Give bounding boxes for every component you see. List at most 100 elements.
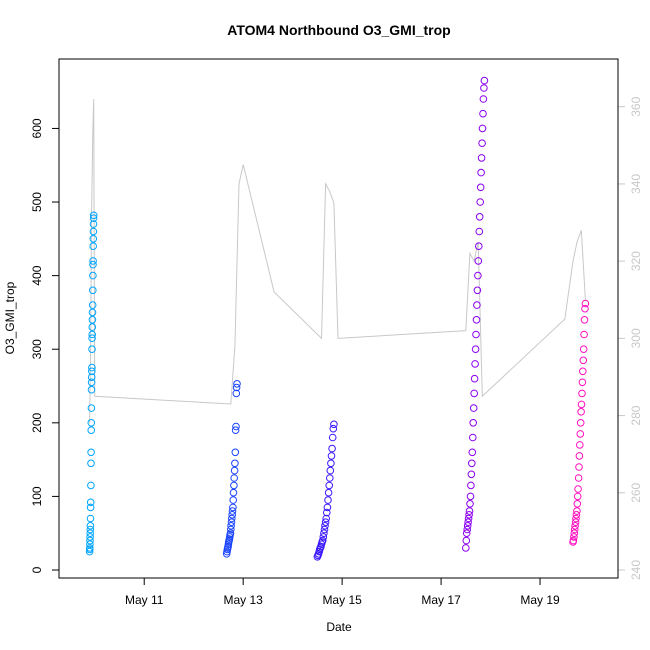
scatter-point — [474, 271, 482, 280]
scatter-point — [469, 419, 478, 427]
scatter-point — [576, 441, 584, 449]
scatter-point — [233, 380, 241, 388]
scatter-point — [89, 227, 98, 236]
y-tick-label: 300 — [30, 339, 44, 359]
series-5-points — [569, 299, 590, 546]
scatter-point — [471, 345, 480, 354]
x-tick-label: May 15 — [322, 593, 362, 607]
scatter-point — [88, 363, 96, 372]
scatter-point — [323, 508, 331, 517]
scatter-point — [470, 389, 479, 398]
x-tick-label: May 11 — [125, 593, 164, 607]
scatter-point — [464, 514, 473, 523]
scatter-point — [86, 533, 94, 541]
scatter-point — [227, 525, 235, 534]
scatter-point — [86, 498, 95, 507]
y-tick-label: 100 — [30, 486, 44, 506]
y-tick-label: 600 — [30, 118, 44, 138]
scatter-point — [471, 360, 479, 368]
scatter-point — [228, 511, 236, 519]
scatter-point — [86, 529, 94, 538]
scatter-point — [479, 109, 487, 118]
scatter-point — [86, 525, 95, 534]
scatter-point — [328, 444, 336, 453]
scatter-point — [228, 514, 236, 523]
y-tick-label: 500 — [30, 192, 44, 212]
scatter-point — [465, 511, 473, 519]
scatter-point — [86, 514, 95, 523]
y2-tick-label: 340 — [629, 174, 643, 194]
scatter-point — [469, 404, 478, 412]
scatter-point — [87, 378, 96, 387]
scatter-point — [466, 500, 474, 508]
scatter-point — [574, 474, 583, 482]
scatter-point — [572, 514, 580, 523]
scatter-point — [326, 466, 335, 475]
scatter-point — [577, 400, 586, 409]
scatter-point — [464, 518, 472, 527]
scatter-point — [473, 301, 481, 309]
scatter-point — [574, 485, 582, 493]
y2-tick-label: 280 — [629, 405, 643, 425]
y2-tick-label: 320 — [629, 251, 643, 271]
scatter-point — [231, 459, 239, 468]
scatter-point — [468, 459, 476, 468]
scatter-point — [89, 235, 98, 243]
scatter-point — [87, 385, 96, 394]
scatter-point — [472, 330, 480, 339]
scatter-point — [227, 522, 235, 530]
scatter-point — [573, 507, 581, 515]
scatter-point — [228, 507, 237, 515]
scatter-point — [476, 183, 485, 192]
scatter-point — [578, 378, 587, 387]
scatter-point — [475, 242, 483, 250]
scatter-point — [578, 389, 586, 398]
scatter-point — [89, 214, 98, 222]
scatter-point — [329, 424, 338, 433]
scatter-point — [229, 496, 237, 504]
scatter-point — [462, 536, 471, 545]
y2-tick-label: 240 — [629, 560, 643, 580]
scatter-point — [88, 308, 97, 317]
scatter-point — [474, 257, 483, 265]
scatter-point — [576, 419, 585, 427]
scatter-point — [572, 511, 581, 519]
scatter-point — [229, 503, 237, 512]
scatter-point — [85, 547, 94, 556]
scatter-point — [88, 334, 96, 343]
scatter-point — [321, 518, 330, 527]
scatter-point — [87, 481, 95, 490]
scatter-point — [462, 529, 471, 538]
series-2-points — [222, 380, 241, 558]
scatter-point — [576, 430, 585, 438]
scatter-point — [467, 470, 476, 479]
scatter-point — [89, 257, 97, 265]
scatter-point — [87, 426, 95, 435]
scatter-point — [88, 323, 97, 331]
x-tick-label: May 19 — [520, 593, 560, 607]
scatter-point — [473, 286, 482, 295]
scatter-point — [86, 536, 94, 545]
y-tick-label: 200 — [30, 412, 44, 432]
scatter-point — [88, 330, 96, 339]
scatter-point — [463, 525, 472, 534]
x-tick-label: May 17 — [421, 593, 461, 607]
scatter-point — [330, 420, 338, 429]
scatter-point — [86, 522, 95, 530]
scatter-points-layer — [85, 76, 590, 561]
scatter-point — [480, 76, 489, 85]
scatter-point — [89, 211, 98, 220]
right-axis-line-layer — [89, 98, 586, 424]
plot-frame — [58, 58, 619, 579]
scatter-point — [570, 529, 579, 538]
scatter-point — [86, 540, 94, 549]
scatter-point — [477, 168, 485, 177]
scatter-point — [477, 154, 486, 162]
scatter-point — [324, 496, 332, 504]
scatter-point — [571, 518, 580, 527]
scatter-point — [231, 448, 240, 457]
scatter-point — [89, 271, 97, 280]
scatter-point — [579, 367, 587, 376]
scatter-point — [475, 227, 484, 236]
